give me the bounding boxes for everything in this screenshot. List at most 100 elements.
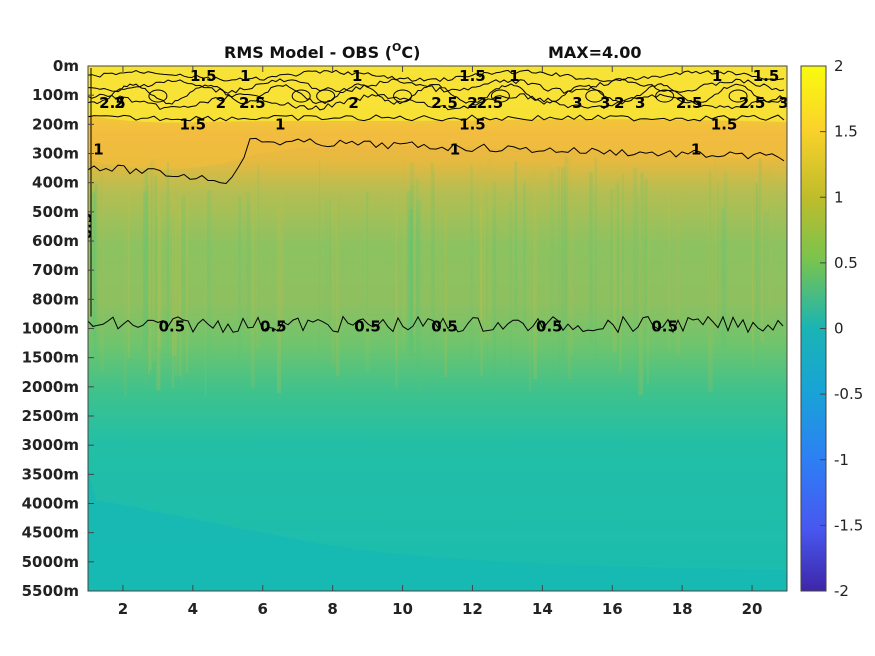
- texture-streak: [143, 170, 149, 387]
- contour-label: 3: [572, 94, 582, 112]
- x-tick-label: 8: [327, 600, 337, 618]
- colorbar-tick-label: -0.5: [834, 385, 863, 403]
- contour-label: 2.5: [739, 94, 766, 112]
- contour-label: 1: [93, 141, 103, 159]
- texture-streak: [763, 211, 768, 335]
- y-tick-label: 200m: [32, 115, 79, 133]
- y-tick-label: 500m: [32, 203, 79, 221]
- texture-streak: [411, 184, 414, 341]
- texture-streak: [154, 214, 159, 395]
- texture-streak: [395, 188, 398, 389]
- texture-streak: [255, 194, 260, 348]
- contour-label: 2: [348, 94, 358, 112]
- texture-streak: [329, 199, 332, 356]
- texture-streak: [638, 188, 643, 396]
- texture-streak: [176, 207, 181, 319]
- y-tick-label: 1500m: [22, 349, 79, 367]
- contour-label: 0.5: [354, 318, 381, 336]
- texture-streak: [617, 179, 619, 339]
- texture-streak: [181, 200, 183, 386]
- contour-label: 2.5: [239, 94, 266, 112]
- texture-streak: [523, 182, 526, 330]
- texture-streak: [564, 156, 569, 336]
- colorbar-tick-label: 1: [834, 188, 844, 206]
- x-tick-label: 12: [462, 600, 483, 618]
- texture-streak: [403, 171, 406, 335]
- texture-streak: [524, 180, 526, 325]
- y-tick-label: 800m: [32, 290, 79, 308]
- y-tick-label: 4000m: [22, 495, 79, 513]
- contour-line-0.5: [88, 315, 784, 334]
- texture-streak: [755, 182, 758, 356]
- contour-line-1.5: [88, 114, 785, 122]
- contour-labels: 11.5 1 1.5 1 1 1.52.52 2 2.5 2 2.5 22.5 3 3 32 2.5 2.5 3…: [88, 67, 787, 336]
- texture-streak: [325, 197, 328, 331]
- texture-streak: [714, 157, 717, 329]
- contour-label: 0.5: [159, 318, 186, 336]
- texture-streak: [150, 160, 153, 328]
- chart-title: RMS Model - OBS (OC): [224, 41, 420, 62]
- texture-streak: [337, 195, 340, 386]
- texture-streak: [402, 158, 405, 349]
- texture-streak: [172, 213, 176, 332]
- texture-streak: [480, 204, 483, 377]
- contour-label: 1.5: [753, 67, 780, 85]
- texture-streak: [571, 207, 573, 357]
- texture-streak: [186, 194, 189, 373]
- texture-streak: [752, 174, 754, 342]
- contour-label: 1.5: [180, 115, 207, 133]
- texture-streak: [88, 183, 92, 317]
- texture-streak: [721, 208, 726, 350]
- x-tick-label: 16: [602, 600, 623, 618]
- texture-streak: [172, 195, 177, 356]
- y-tick-label: 5000m: [22, 553, 79, 571]
- plot-area: 11.5 1 1.5 1 1 1.52.52 2 2.5 2 2.5 22.5 3 3 32 2.5 2.5 3…: [88, 66, 787, 591]
- texture-streak: [149, 181, 152, 370]
- texture-streak: [645, 179, 648, 336]
- texture-streak: [319, 159, 321, 376]
- texture-streak: [633, 168, 638, 375]
- texture-streak: [395, 214, 398, 361]
- texture-streak: [547, 185, 549, 335]
- texture-streak: [174, 205, 178, 376]
- contour-label: 1: [275, 115, 285, 133]
- contour-label: 1: [352, 67, 362, 85]
- texture-streak: [769, 163, 771, 318]
- contour-label: 0.5: [260, 318, 287, 336]
- contour-label: 1: [240, 67, 250, 85]
- texture-streak: [248, 203, 252, 327]
- texture-streak: [486, 191, 488, 369]
- texture-streak: [99, 181, 104, 373]
- texture-streak: [668, 176, 671, 350]
- y-tick-label: 2500m: [22, 407, 79, 425]
- texture-streak: [335, 190, 340, 377]
- y-tick-label: 400m: [32, 174, 79, 192]
- texture-streak: [406, 191, 412, 354]
- texture-streak: [492, 181, 497, 390]
- contour-label: 2: [216, 94, 226, 112]
- contour-eddy: [728, 89, 748, 103]
- texture-streak: [509, 201, 513, 369]
- texture-streak: [178, 186, 182, 377]
- texture-streak: [238, 197, 241, 375]
- texture-streak: [156, 172, 161, 391]
- texture-streak: [257, 164, 260, 330]
- texture-streak: [557, 166, 560, 395]
- x-tick-label: 18: [672, 600, 693, 618]
- y-tick-label: 700m: [32, 261, 79, 279]
- texture-streak: [152, 157, 156, 362]
- texture-streak: [145, 167, 148, 341]
- x-tick-label: 6: [258, 600, 268, 618]
- contour-line-2: [88, 93, 785, 111]
- texture-streak: [594, 157, 597, 356]
- contour-eddy: [490, 89, 510, 103]
- y-tick-label: 600m: [32, 232, 79, 250]
- y-tick-label: 4500m: [22, 524, 79, 542]
- texture-streak: [93, 183, 98, 376]
- deep-bottom-region: [88, 470, 787, 591]
- contour-label: 3: [635, 94, 645, 112]
- texture-streak: [276, 207, 282, 394]
- contour-label: 1: [509, 67, 519, 85]
- contour-line-1: [88, 137, 785, 185]
